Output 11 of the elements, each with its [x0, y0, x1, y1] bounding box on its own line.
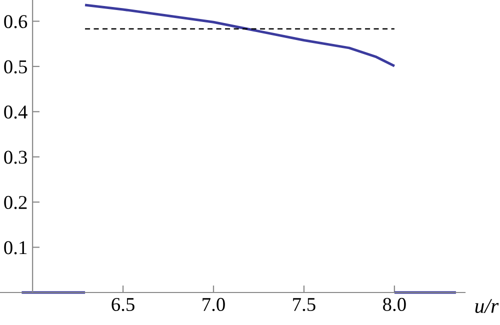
- y-tick-label: 0.6: [4, 15, 28, 28]
- x-tick-label: 8.0: [383, 298, 406, 312]
- x-tick-label: 7.5: [293, 298, 316, 312]
- x-tick-label: 6.5: [112, 298, 134, 312]
- y-tick-label: 0.2: [4, 196, 27, 210]
- y-tick-label: 0.1: [4, 241, 27, 254]
- x-tick-label: 7.0: [202, 298, 225, 312]
- y-tick-label: 0.3: [4, 150, 27, 164]
- y-tick-label: 0.4: [4, 105, 28, 119]
- x-axis-title: u/r: [475, 299, 499, 314]
- y-tick-label: 0.5: [4, 60, 27, 74]
